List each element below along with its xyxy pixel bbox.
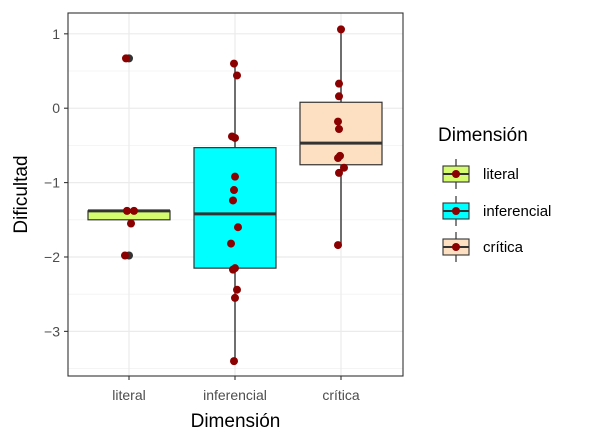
data-point [233, 285, 241, 294]
x-axis: literal inferencial crítica [112, 376, 360, 403]
data-point [121, 251, 129, 260]
data-point [335, 79, 343, 88]
x-tick-label: literal [112, 387, 145, 403]
data-point [127, 219, 135, 228]
data-point [231, 293, 239, 302]
x-axis-title: Dimensión [191, 411, 281, 432]
data-point [334, 241, 342, 250]
data-point [230, 186, 238, 195]
y-tick-label: 0 [52, 100, 60, 116]
legend-key-point [452, 243, 460, 251]
data-point [229, 265, 237, 274]
data-point [229, 196, 237, 205]
data-point [230, 59, 238, 68]
box-inferencial [193, 147, 277, 269]
legend-key-point [452, 170, 460, 178]
data-point [335, 125, 343, 134]
y-tick-label: 1 [52, 26, 60, 42]
data-point [122, 54, 130, 63]
data-point [335, 92, 343, 101]
legend-label: crítica [483, 239, 524, 256]
data-point [230, 357, 238, 366]
x-tick-label: crítica [322, 387, 360, 403]
legend-label: literal [483, 166, 519, 183]
data-point [340, 163, 348, 172]
y-axis: −3 −2 −1 0 1 [44, 26, 68, 339]
data-point [337, 25, 345, 34]
data-point [231, 133, 239, 142]
data-point [233, 71, 241, 80]
x-tick-label: inferencial [203, 387, 267, 403]
data-point [130, 206, 138, 215]
y-tick-label: −3 [44, 323, 60, 339]
boxes [87, 29, 383, 362]
data-point [227, 239, 235, 248]
points [121, 25, 348, 366]
data-point [231, 172, 239, 181]
data-point [335, 168, 343, 177]
y-tick-label: −1 [44, 175, 60, 191]
legend-key-point [452, 207, 460, 215]
data-point [123, 206, 131, 215]
data-point [234, 223, 242, 232]
legend-title: Dimensión [438, 125, 528, 146]
data-point [334, 117, 342, 126]
y-tick-label: −2 [44, 249, 60, 265]
data-point [334, 154, 342, 163]
legend-label: inferencial [483, 203, 551, 220]
legend: Dimensión literal inferencial crítica [438, 125, 551, 262]
y-axis-title: Dificultad [11, 155, 32, 233]
